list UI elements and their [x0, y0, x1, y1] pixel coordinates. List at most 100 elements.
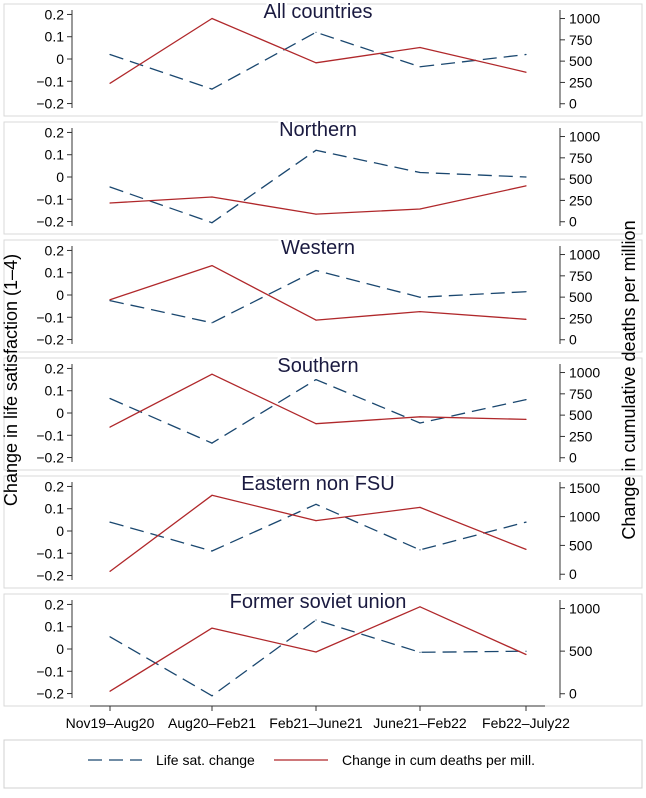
- point-deaths-0: [109, 426, 111, 428]
- x-tick-label-4: Feb22–July22: [482, 715, 570, 731]
- left-tick-label: 0.2: [45, 360, 65, 376]
- point-deaths-1: [211, 196, 213, 198]
- point-life-sat-3: [419, 422, 421, 424]
- right-tick-label: 500: [569, 407, 593, 423]
- left-tick-label: −0.1: [36, 191, 64, 207]
- left-tick-label: 0: [56, 169, 64, 185]
- right-tick-label: 250: [569, 310, 593, 326]
- point-life-sat-2: [315, 31, 317, 33]
- left-tick-label: −0.1: [36, 309, 64, 325]
- right-tick-label: 250: [569, 74, 593, 90]
- point-life-sat-0: [109, 521, 111, 523]
- left-tick-label: 0: [56, 523, 64, 539]
- x-tick-labels: Nov19–Aug20 Aug20–Feb21 Feb21–June21 June21…: [66, 715, 571, 731]
- point-life-sat-3: [419, 296, 421, 298]
- right-axis-title: Change in cumulative deaths per million: [619, 220, 639, 539]
- left-tick-label: −0.2: [36, 568, 64, 584]
- point-life-sat-1: [211, 88, 213, 90]
- point-life-sat-4: [525, 53, 527, 56]
- point-deaths-4: [525, 318, 527, 320]
- point-deaths-2: [315, 319, 317, 321]
- right-tick-label: 1000: [569, 129, 600, 145]
- point-life-sat-2: [315, 503, 317, 505]
- point-deaths-3: [419, 606, 421, 608]
- point-deaths-4: [525, 71, 527, 73]
- left-tick-label: 0.2: [45, 478, 65, 494]
- left-tick-label: −0.1: [36, 545, 64, 561]
- series-line-deaths: [109, 17, 527, 84]
- left-tick-label: 0: [56, 405, 64, 421]
- right-tick-label: 1000: [569, 509, 600, 525]
- point-deaths-3: [419, 46, 421, 49]
- point-life-sat-4: [525, 521, 527, 523]
- right-tick-label: 750: [569, 32, 593, 48]
- point-deaths-1: [211, 627, 213, 629]
- panel-northern: 0.2 0.1 0 −0.1 −0.2 1000 750 500 250 0 Northern: [3, 117, 643, 235]
- point-life-sat-0: [109, 186, 111, 188]
- left-tick-label: −0.2: [36, 332, 64, 348]
- point-life-sat-1: [211, 222, 213, 224]
- right-tick-label: 750: [569, 386, 593, 402]
- right-tick-label: 500: [569, 53, 593, 69]
- x-tick-label-2: Feb21–June21: [269, 715, 363, 731]
- point-deaths-1: [211, 373, 213, 375]
- point-deaths-0: [109, 299, 111, 301]
- legend-label-deaths: Change in cum deaths per mill.: [342, 752, 535, 768]
- panel-frame: [3, 357, 643, 471]
- point-life-sat-3: [419, 549, 421, 551]
- panel-title: Western: [281, 237, 355, 259]
- right-tick-label: 750: [569, 268, 593, 284]
- point-deaths-3: [419, 311, 421, 313]
- right-tick-label: 500: [569, 289, 593, 305]
- series-line-deaths: [109, 264, 527, 321]
- right-tick-label: 500: [569, 643, 593, 659]
- series-line-deaths: [109, 606, 527, 692]
- left-tick-label: 0.1: [45, 29, 65, 45]
- panel-title: All countries: [264, 1, 373, 23]
- point-life-sat-1: [211, 550, 213, 552]
- point-deaths-4: [525, 548, 527, 551]
- point-life-sat-1: [211, 322, 213, 324]
- point-deaths-1: [211, 17, 213, 20]
- right-tick-label: 1000: [569, 11, 600, 27]
- left-tick-label: 0.2: [45, 596, 65, 612]
- panel-all-countries: 0.2 0.1 0 −0.1 −0.2 1000 750 500 250 0 All countri…: [3, 0, 643, 117]
- left-tick-label: −0.2: [36, 450, 64, 466]
- point-deaths-0: [109, 82, 111, 84]
- point-deaths-0: [109, 570, 111, 573]
- point-deaths-1: [211, 494, 213, 496]
- point-deaths-3: [419, 416, 421, 418]
- left-tick-label: 0.1: [45, 265, 65, 281]
- point-deaths-0: [109, 202, 111, 204]
- left-tick-label: 0.2: [45, 6, 65, 22]
- left-tick-label: −0.2: [36, 96, 64, 112]
- point-life-sat-4: [525, 650, 527, 652]
- x-tick-label-0: Nov19–Aug20: [66, 715, 155, 731]
- point-deaths-2: [315, 62, 317, 64]
- point-life-sat-2: [315, 269, 317, 272]
- point-life-sat-0: [109, 636, 111, 638]
- panel-frame: [3, 239, 643, 353]
- panels: 0.2 0.1 0 −0.1 −0.2 1000 750 500 250 0 All countri…: [3, 0, 643, 711]
- right-tick-label: 250: [569, 192, 593, 208]
- right-tick-label: 500: [569, 537, 593, 553]
- point-deaths-3: [419, 506, 421, 508]
- right-tick-label: 750: [569, 150, 593, 166]
- point-deaths-1: [211, 265, 213, 267]
- left-tick-label: 0: [56, 287, 64, 303]
- panel-southern: 0.2 0.1 0 −0.1 −0.2 1000 750 500 250 0 Southern: [3, 353, 643, 471]
- left-tick-label: 0: [56, 51, 64, 67]
- point-deaths-4: [525, 653, 527, 656]
- x-tick-label-3: June21–Feb22: [373, 715, 467, 731]
- series-line-life-sat: [109, 378, 527, 444]
- right-tick-label: 0: [569, 686, 577, 702]
- left-tick-label: −0.1: [36, 663, 64, 679]
- point-deaths-2: [315, 213, 317, 215]
- left-tick-label: 0.2: [45, 242, 65, 258]
- right-tick-label: 0: [569, 214, 577, 230]
- point-deaths-0: [109, 690, 111, 692]
- left-tick-label: 0: [56, 641, 64, 657]
- left-tick-label: 0.1: [45, 501, 65, 517]
